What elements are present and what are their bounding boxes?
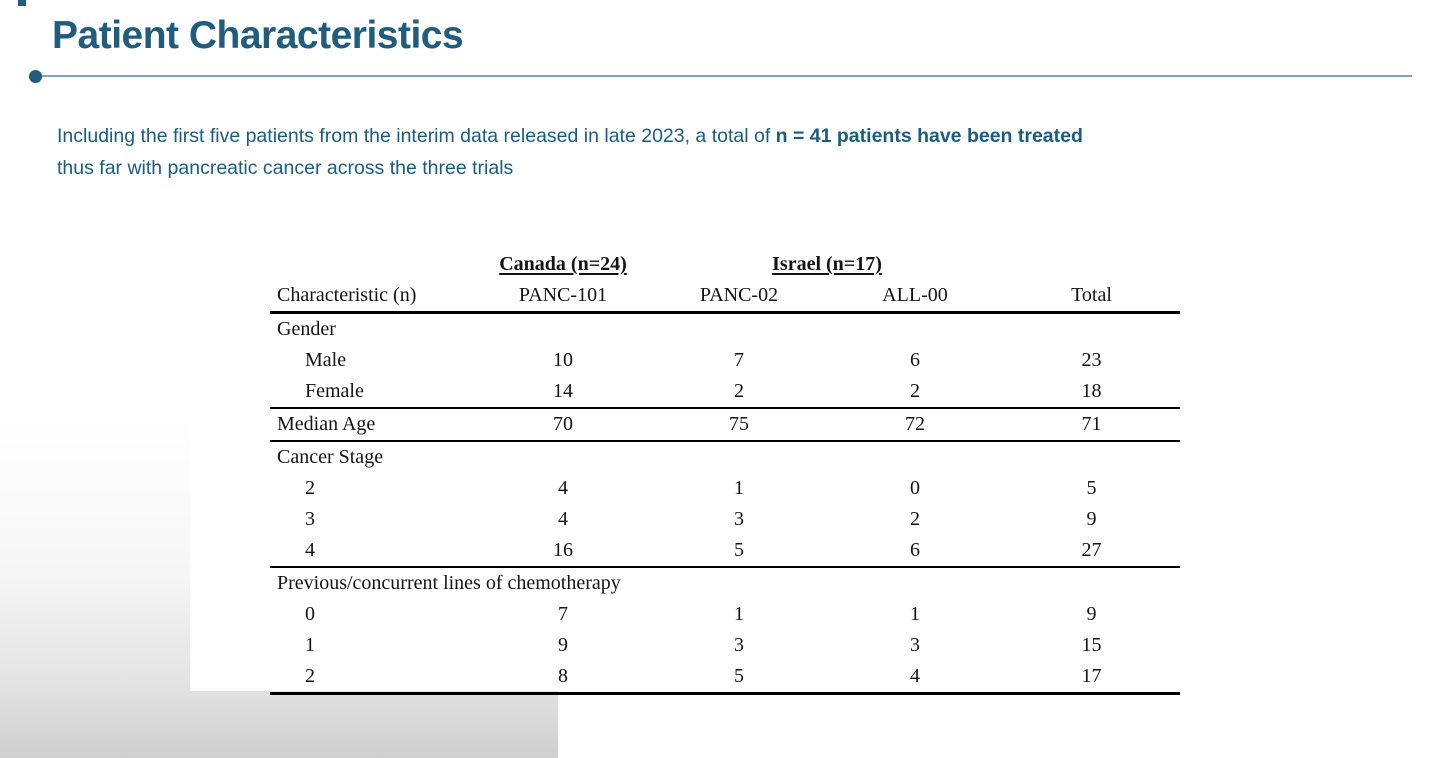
cell-value: 4 (558, 477, 568, 499)
cell-value: 3 (734, 508, 744, 530)
cell-value: 7 (558, 603, 568, 625)
table-row-chemo-2: 2 8 5 4 17 (270, 661, 1180, 695)
empty-cell (270, 249, 475, 280)
column-header-total: Total (1003, 280, 1180, 314)
table-row-chemo-1: 1 9 3 3 15 (270, 630, 1180, 661)
column-header-row: Characteristic (n) PANC-101 PANC-02 ALL-… (270, 280, 1180, 314)
cell-value: 4 (558, 508, 568, 530)
patient-characteristics-table: Canada (n=24) Israel (n=17) Characterist… (270, 249, 1180, 695)
cell-value: 1 (734, 477, 744, 499)
row-label: Female (270, 376, 475, 409)
country-header-row: Canada (n=24) Israel (n=17) (270, 249, 1180, 280)
table-row-chemo-section: Previous/concurrent lines of chemotherap… (270, 567, 1180, 599)
cell-value: 27 (1003, 535, 1180, 568)
section-label: Previous/concurrent lines of chemotherap… (277, 572, 621, 594)
row-label: 2 (305, 477, 315, 499)
table-panel: Canada (n=24) Israel (n=17) Characterist… (190, 225, 1190, 695)
cell-value: 9 (1086, 603, 1097, 625)
cell-value: 2 (910, 508, 920, 530)
cell-value: 71 (1003, 408, 1180, 442)
cell-value: 15 (1081, 634, 1102, 656)
cell-value: 70 (475, 408, 651, 442)
cell-value: 9 (558, 634, 568, 656)
column-header-characteristic: Characteristic (n) (270, 280, 475, 314)
row-label: Male (305, 349, 347, 371)
cell-value: 2 (651, 376, 827, 409)
table-row-gender-section: Gender (270, 313, 1180, 346)
cell-value: 5 (651, 661, 827, 695)
summary-text-normal: Including the first five patients from t… (57, 125, 776, 147)
empty-cell (1003, 249, 1180, 280)
cell-value: 4 (827, 661, 1003, 695)
country-header-israel: Israel (n=17) (772, 253, 882, 275)
cell-value: 5 (1086, 477, 1097, 499)
table-row-stage-2: 2 4 1 0 5 (270, 473, 1180, 504)
section-label: Cancer Stage (277, 446, 384, 468)
table-row-median-age: Median Age 70 75 72 71 (270, 408, 1180, 442)
cell-value: 75 (651, 408, 827, 442)
row-label: 0 (305, 603, 315, 625)
cell-value: 2 (827, 376, 1003, 409)
table-row-female: Female 14 2 2 18 (270, 376, 1180, 409)
page-title: Patient Characteristics (52, 14, 464, 57)
table-row-chemo-0: 0 7 1 1 9 (270, 599, 1180, 630)
cell-value: 10 (553, 349, 573, 371)
row-label: Median Age (270, 408, 475, 442)
table-row-stage-4: 4 16 5 6 27 (270, 535, 1180, 568)
row-label: 1 (305, 634, 315, 656)
column-header-all00: ALL-00 (827, 280, 1003, 314)
summary-text-bold: n = 41 patients have been treated (775, 125, 1083, 147)
cell-value: 14 (475, 376, 651, 409)
cell-value: 5 (651, 535, 827, 568)
cell-value: 72 (827, 408, 1003, 442)
corner-accent-mark (18, 0, 26, 6)
cell-value: 17 (1003, 661, 1180, 695)
cell-value: 6 (910, 349, 920, 371)
cell-value: 9 (1086, 508, 1097, 530)
cell-value: 0 (910, 477, 920, 499)
summary-text: Including the first five patients from t… (57, 120, 1387, 184)
column-header-panc02: PANC-02 (651, 280, 827, 314)
title-divider-line (40, 75, 1412, 77)
section-label: Gender (277, 318, 336, 340)
row-label: 3 (305, 508, 315, 530)
column-header-panc101: PANC-101 (475, 280, 651, 314)
title-divider-dot (29, 70, 42, 83)
cell-value: 7 (734, 349, 744, 371)
summary-text-continued: thus far with pancreatic cancer across t… (57, 157, 514, 179)
row-label: 4 (270, 535, 475, 568)
row-label: 2 (270, 661, 475, 695)
cell-value: 1 (910, 603, 920, 625)
cell-value: 3 (910, 634, 920, 656)
cell-value: 18 (1003, 376, 1180, 409)
cell-value: 23 (1081, 349, 1102, 371)
cell-value: 8 (475, 661, 651, 695)
table-row-male: Male 10 7 6 23 (270, 345, 1180, 376)
table-row-cancer-stage-section: Cancer Stage (270, 441, 1180, 473)
cell-value: 3 (734, 634, 744, 656)
cell-value: 1 (734, 603, 744, 625)
cell-value: 16 (475, 535, 651, 568)
table-row-stage-3: 3 4 3 2 9 (270, 504, 1180, 535)
cell-value: 6 (827, 535, 1003, 568)
country-header-canada: Canada (n=24) (499, 253, 627, 275)
